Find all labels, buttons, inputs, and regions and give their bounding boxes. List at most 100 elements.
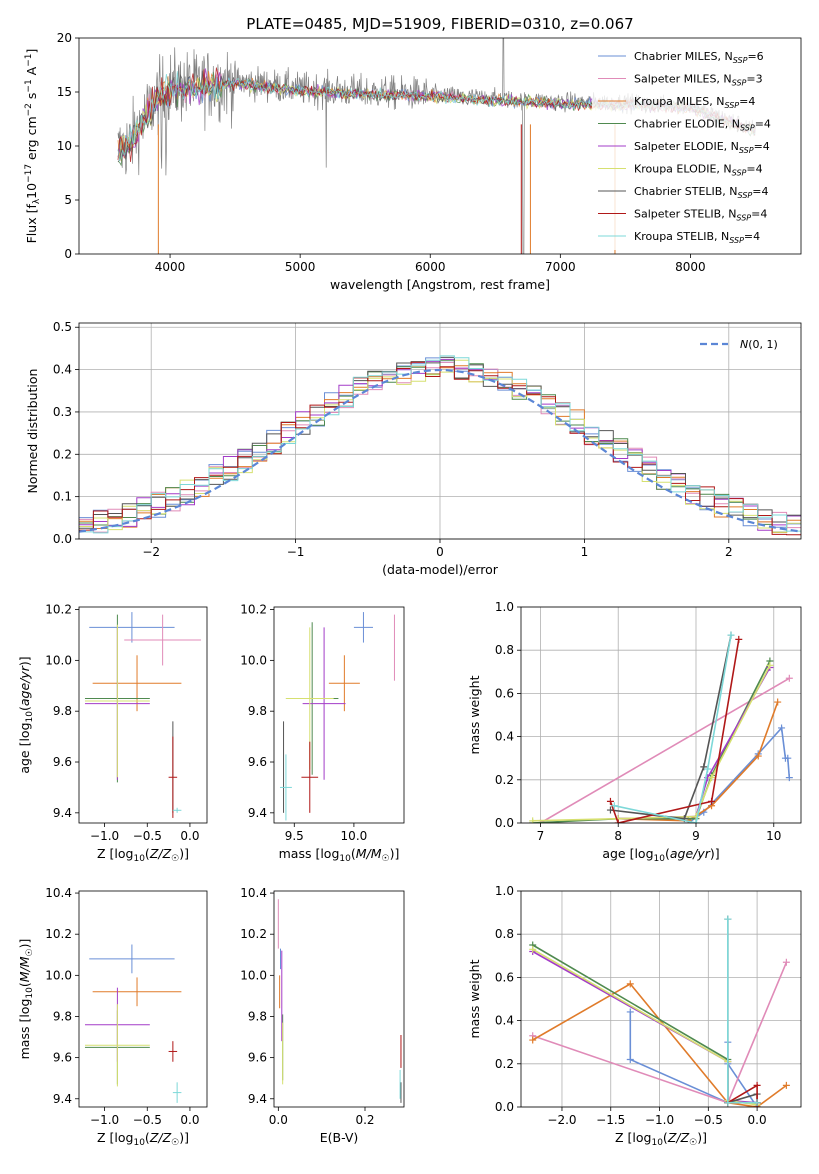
x-tick-label: 0.0 (180, 829, 199, 843)
weight-line (614, 634, 732, 823)
panel-mass_vs_Z: −1.0 −0.5 0.0 9.4 9.6 9.8 10.0 10.2 10.4 Z [log10… (17, 886, 208, 1148)
axes-frame (78, 606, 208, 824)
plot-area (529, 631, 793, 823)
weight-series-kroupa-elodie (529, 945, 761, 1107)
mass_vs_Z-y-label: mass [log10(M/M☉)] (17, 939, 35, 1060)
x-tick-label: −0.5 (133, 829, 162, 843)
x-tick-label: 10.0 (341, 829, 368, 843)
x-tick-label: 0 (436, 545, 444, 559)
legend-entry: Chabrier ELODIE, NSSP=4 (634, 118, 771, 133)
x-tick-label: −1.0 (90, 829, 119, 843)
x-tick-label: 5000 (285, 260, 316, 274)
weight_vs_Z-x-label: Z [log10(Z/Z☉)] (615, 1130, 707, 1148)
weight_vs_age-x-label: age [log10(age/yr)] (602, 846, 719, 864)
y-tick-label: 1.0 (495, 884, 514, 898)
weight-series-salpeter-elodie (529, 947, 761, 1107)
weight-marker (626, 980, 634, 988)
x-tick-label: 9 (692, 829, 700, 843)
plot-area (277, 899, 402, 1103)
x-tick-label: 8 (614, 829, 622, 843)
y-tick-label: 9.8 (53, 704, 72, 718)
figure-title: PLATE=0485, MJD=51909, FIBERID=0310, z=0… (246, 15, 633, 33)
y-tick-label: 10 (57, 139, 72, 153)
weight-line (727, 919, 758, 1104)
y-tick-label: 0.5 (53, 320, 72, 334)
x-tick-label: −1 (287, 545, 305, 559)
y-tick-label: 9.6 (53, 1051, 72, 1065)
weight-marker (735, 635, 743, 643)
weight_vs_age-y-label: mass weight (467, 675, 482, 754)
axes-frame (520, 606, 802, 824)
y-tick-label: 9.6 (248, 755, 267, 769)
axes-frame (78, 322, 802, 540)
weight_vs_Z-y-label: mass weight (467, 959, 482, 1038)
legend-entry: Salpeter STELIB, NSSP=4 (634, 208, 767, 223)
errorbar-kroupa-stelib (172, 1082, 182, 1103)
weight-line (618, 667, 771, 820)
weight-marker (626, 1008, 634, 1016)
x-tick-label: −0.5 (133, 1113, 162, 1127)
y-tick-label: 0.0 (53, 532, 72, 546)
y-tick-label: 1.0 (495, 600, 514, 614)
weight-marker (610, 802, 618, 810)
weight-marker (692, 819, 700, 823)
weight-marker (778, 724, 786, 732)
weight-line (532, 664, 771, 822)
errorbar-salpeter-miles (124, 614, 202, 666)
weight-series-salpeter-miles (536, 674, 793, 823)
weight-marker (692, 813, 700, 821)
x-tick-label: 9.5 (285, 829, 304, 843)
axes-frame (273, 606, 405, 824)
mass_vs_Z-x-label: Z [log10(Z/Z☉)] (97, 1130, 189, 1148)
weight-series-salpeter-elodie (614, 663, 774, 823)
weight-marker (753, 1081, 761, 1089)
legend-entry: Chabrier STELIB, NSSP=4 (634, 185, 768, 200)
x-tick-label: 0.0 (748, 1113, 767, 1127)
y-tick-label: 9.8 (248, 704, 267, 718)
y-tick-label: 0.6 (495, 686, 514, 700)
y-tick-label: 0.2 (53, 447, 72, 461)
residuals-legend: N(0, 1) (700, 338, 778, 351)
plot-area (279, 612, 395, 821)
y-tick-label: 9.6 (248, 1051, 267, 1065)
x-tick-label: 4000 (155, 260, 186, 274)
y-tick-label: 9.6 (53, 755, 72, 769)
weight-marker (529, 817, 537, 823)
spectrum-y-label: Flux [fλ10−17 erg cm−2 s−1 A−1] (24, 49, 42, 244)
panel-weight_vs_age: 7 8 9 10 0.0 0.2 0.4 0.6 0.8 1.0 age [log10(age/yr… (467, 600, 802, 864)
x-tick-label: −2 (142, 545, 160, 559)
weight-line (629, 1012, 758, 1107)
spectrum-x-label: wavelength [Angstrom, rest frame] (330, 277, 550, 292)
errorbar-salpeter-stelib (301, 741, 319, 813)
x-tick-label: 8000 (675, 260, 706, 274)
weight-line (532, 950, 758, 1104)
legend-entry: Salpeter ELODIE, NSSP=4 (634, 140, 770, 155)
y-tick-label: 9.8 (248, 1009, 267, 1023)
x-tick-label: −1.0 (90, 1113, 119, 1127)
errorbar-chabrier-miles (353, 612, 373, 643)
weight-marker (708, 774, 716, 782)
weight-marker (708, 797, 716, 805)
mass_vs_ebv-x-label: E(B-V) (320, 1130, 359, 1145)
errorbar-kroupa-stelib (172, 807, 182, 813)
errorbar-salpeter-stelib (168, 1041, 178, 1062)
x-tick-label: −0.5 (694, 1113, 723, 1127)
panel-residuals: −2 −1 0 1 2 0.0 0.1 0.2 0.3 0.4 0.5 (data-model)/er… (25, 320, 802, 577)
weight-line (532, 948, 758, 1106)
panel-age_vs_Z: −1.0 −0.5 0.0 9.4 9.6 9.8 10.0 10.2 Z [log10(Z/Z… (17, 603, 208, 864)
panel-age_vs_mass: 9.5 10.0 9.4 9.6 9.8 10.0 10.2 mass [log10(M/M☉… (240, 603, 405, 864)
legend-entry: Kroupa MILES, NSSP=4 (634, 95, 755, 110)
x-tick-label: 7 (537, 829, 545, 843)
axes-frame (520, 890, 802, 1108)
errorbar-kroupa-miles (92, 655, 182, 712)
y-tick-label: 9.4 (248, 806, 267, 820)
weight-marker (529, 945, 537, 953)
y-tick-label: 10.2 (45, 927, 72, 941)
residuals-x-label: (data-model)/error (382, 562, 499, 577)
weight-marker (626, 1055, 634, 1063)
weight-marker (606, 797, 614, 805)
panel-weight_vs_Z: −2.0 −1.5 −1.0 −0.5 0.0 0.0 0.2 0.4 0.6 0.8 1.0 Z [… (467, 884, 802, 1148)
normal-curve (79, 368, 801, 533)
errorbar-kroupa-miles (328, 655, 360, 712)
